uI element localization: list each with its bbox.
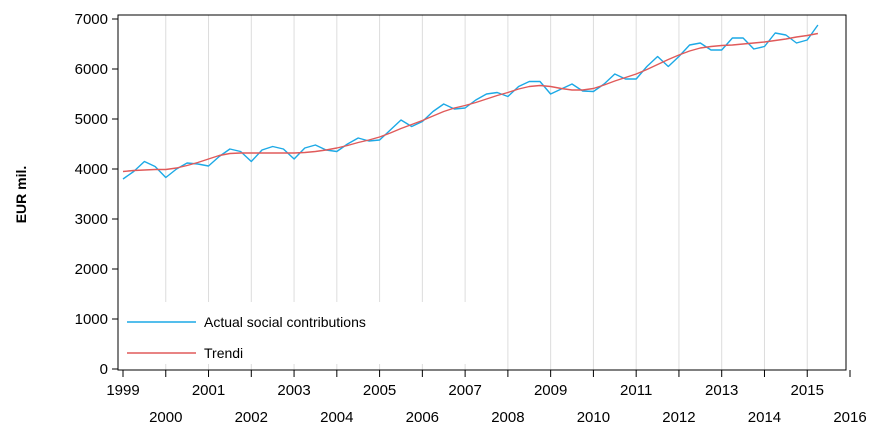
x-tick-label: 2008 [491, 409, 524, 426]
x-tick-label: 2004 [320, 409, 353, 426]
x-tick-label: 2006 [406, 409, 439, 426]
legend: Actual social contributions Trendi [120, 302, 475, 364]
x-tick-label: 2002 [235, 409, 268, 426]
y-tick-label: 4000 [75, 161, 108, 178]
x-tick-label: 2000 [149, 409, 182, 426]
x-tick-label: 2014 [748, 409, 781, 426]
x-tick-label: 2009 [534, 382, 567, 399]
x-tick-label: 2010 [577, 409, 610, 426]
y-tick-label: 2000 [75, 261, 108, 278]
y-tick-label: 0 [100, 361, 108, 378]
legend-label: Actual social contributions [204, 314, 366, 330]
y-tick-label: 6000 [75, 61, 108, 78]
legend-label: Trendi [204, 345, 243, 361]
x-tick-label: 2016 [833, 409, 866, 426]
x-tick-label: 2015 [791, 382, 824, 399]
x-tick-label: 1999 [106, 382, 139, 399]
x-tick-label: 2013 [705, 382, 738, 399]
plot-frame [117, 14, 847, 371]
legend-background [120, 302, 475, 364]
x-tick-label: 2005 [363, 382, 396, 399]
x-tick-label: 2011 [620, 382, 652, 399]
x-tick-label: 2012 [662, 409, 695, 426]
x-tick-label: 2001 [192, 382, 225, 399]
y-tick-label: 7000 [75, 11, 108, 28]
y-tick-label: 5000 [75, 111, 108, 128]
series-line-trend [122, 32, 819, 173]
x-tick-label: 2007 [448, 382, 481, 399]
axes: 0 1000 2000 3000 4000 5000 6000 7000 1999 2001 200… [75, 11, 867, 426]
y-tick-label: 1000 [75, 311, 108, 328]
y-tick-label: 3000 [75, 211, 108, 228]
y-axis-title: EUR mil. [13, 166, 29, 224]
series-layer [122, 24, 819, 180]
x-tick-label: 2003 [277, 382, 310, 399]
